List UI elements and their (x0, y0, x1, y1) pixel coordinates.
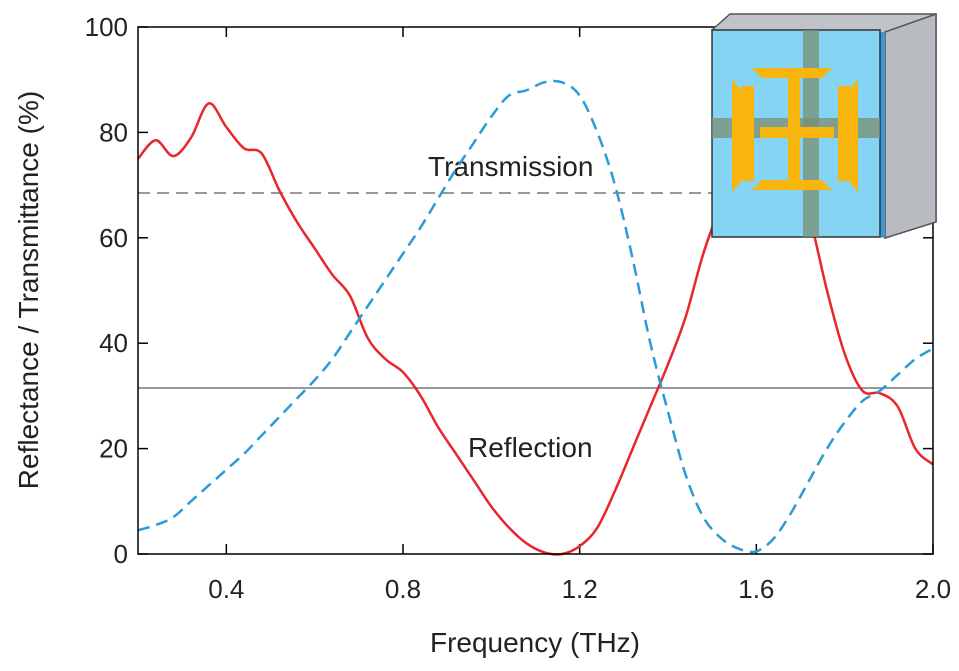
x-tick-label: 2.0 (915, 574, 951, 604)
annotation: Transmission (428, 151, 593, 182)
y-tick-label: 80 (99, 117, 128, 147)
inset-unit-cell (710, 12, 937, 240)
y-tick-label: 40 (99, 328, 128, 358)
x-tick-label: 1.2 (562, 574, 598, 604)
plot-frame (137, 26, 934, 555)
y-tick-label: 60 (99, 223, 128, 253)
y-axis-title: Reflectance / Transmittance (%) (13, 91, 44, 489)
x-tick-label: 0.8 (385, 574, 421, 604)
x-axis-title: Frequency (THz) (430, 627, 640, 658)
y-tick-label: 0 (114, 539, 128, 569)
annotation: Reflection (468, 432, 593, 463)
series-line (137, 79, 934, 554)
y-tick-label: 100 (85, 12, 128, 42)
y-tick-label: 20 (99, 434, 128, 464)
x-tick-label: 0.4 (208, 574, 244, 604)
x-tick-label: 1.6 (738, 574, 774, 604)
